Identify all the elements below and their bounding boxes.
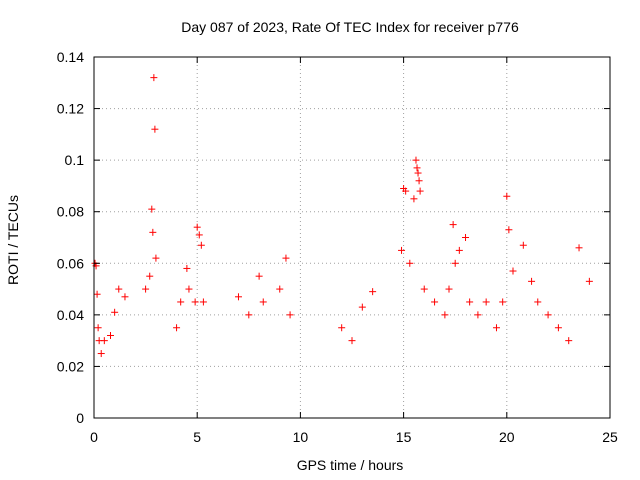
data-point: [111, 308, 119, 316]
data-point: [148, 205, 156, 213]
data-point: [183, 264, 191, 272]
data-point: [142, 285, 150, 293]
data-point: [245, 311, 253, 319]
y-tick-label: 0.1: [65, 152, 85, 168]
data-point: [431, 298, 439, 306]
data-point: [505, 226, 513, 234]
data-point: [451, 259, 459, 267]
y-axis-label: ROTI / TECUs: [5, 195, 21, 285]
data-point: [406, 259, 414, 267]
data-point: [197, 241, 205, 249]
y-tick-label: 0.08: [57, 204, 84, 220]
y-tick-label: 0.02: [57, 358, 84, 374]
data-point: [544, 311, 552, 319]
y-tick-label: 0.12: [57, 101, 84, 117]
data-point: [282, 254, 290, 262]
data-point: [519, 241, 527, 249]
data-point: [499, 298, 507, 306]
data-point: [177, 298, 185, 306]
data-point: [492, 324, 500, 332]
y-tick-label: 0.14: [57, 49, 84, 65]
data-point: [402, 187, 410, 195]
data-point: [410, 195, 418, 203]
x-tick-label: 0: [90, 429, 98, 445]
x-axis-label: GPS time / hours: [297, 457, 404, 473]
data-point: [173, 324, 181, 332]
data-point: [338, 324, 346, 332]
data-point: [191, 298, 199, 306]
data-point: [94, 324, 102, 332]
data-point: [575, 244, 583, 252]
data-point: [413, 164, 421, 172]
data-point: [107, 331, 115, 339]
x-tick-label: 5: [193, 429, 201, 445]
data-point: [445, 285, 453, 293]
data-point: [503, 192, 511, 200]
data-point: [149, 228, 157, 236]
data-point: [115, 285, 123, 293]
data-point: [509, 267, 517, 275]
data-point: [449, 221, 457, 229]
data-point: [255, 272, 263, 280]
data-point: [441, 311, 449, 319]
data-point: [121, 293, 129, 301]
data-point: [528, 277, 536, 285]
x-tick-label: 25: [602, 429, 618, 445]
data-point: [462, 234, 470, 241]
y-tick-label: 0: [76, 410, 84, 426]
data-point: [276, 285, 284, 293]
chart-title: Day 087 of 2023, Rate Of TEC Index for r…: [181, 19, 519, 35]
y-tick-label: 0.06: [57, 255, 84, 271]
data-point: [534, 298, 542, 306]
data-point: [466, 298, 474, 306]
data-points: [91, 74, 593, 358]
x-tick-label: 10: [293, 429, 309, 445]
data-point: [565, 337, 573, 345]
data-point: [286, 311, 294, 319]
data-point: [195, 231, 203, 239]
data-point: [234, 293, 242, 301]
data-point: [185, 285, 193, 293]
data-point: [398, 246, 406, 254]
data-point: [100, 337, 108, 345]
axis-ticks: 0 0.02 0.04 0.06 0.08 0.1 0.12 0.14 0 5 10 15 20 25: [57, 49, 618, 445]
data-point: [474, 311, 482, 319]
data-point: [97, 350, 105, 358]
data-point: [259, 298, 267, 306]
data-point: [199, 298, 207, 306]
data-point: [146, 272, 154, 280]
data-point: [455, 246, 463, 254]
data-point: [369, 288, 377, 296]
plot-frame: [93, 56, 611, 419]
data-point: [415, 177, 423, 185]
data-point: [482, 298, 490, 306]
data-point: [412, 156, 420, 164]
data-point: [151, 125, 159, 133]
y-tick-label: 0.04: [57, 307, 84, 323]
data-point: [358, 303, 366, 311]
data-point: [414, 169, 422, 177]
x-tick-label: 15: [396, 429, 412, 445]
data-point: [152, 254, 160, 262]
data-point: [93, 290, 101, 298]
data-point: [416, 187, 424, 195]
data-point: [348, 337, 356, 345]
grid-lines: [94, 57, 610, 418]
data-point: [193, 223, 201, 231]
data-point: [150, 74, 158, 82]
data-point: [585, 277, 593, 285]
x-tick-label: 20: [499, 429, 515, 445]
data-point: [420, 285, 428, 293]
data-point: [554, 324, 562, 332]
